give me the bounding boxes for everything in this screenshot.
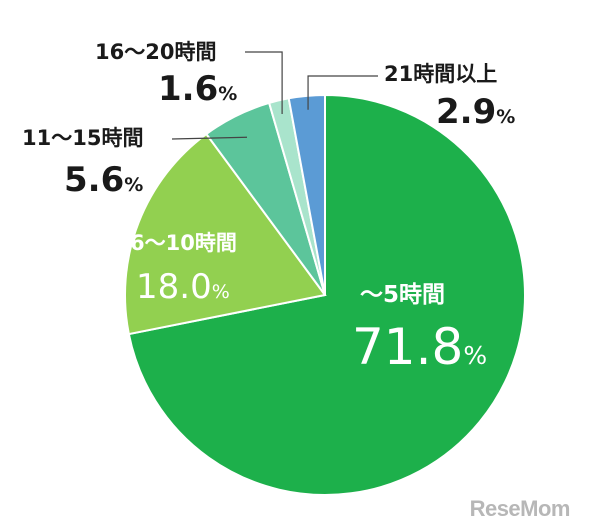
label-11-15-value: 5.6% [64, 160, 144, 200]
slice-21-plus [287, 93, 326, 296]
slice-6-10 [124, 132, 327, 336]
slice-under-5 [127, 93, 526, 496]
leader-line-16-20 [245, 51, 283, 115]
leader-line-21plus [307, 75, 378, 110]
label-21plus-value: 2.9% [436, 92, 516, 132]
label-under5-value: 71.8% [352, 318, 488, 376]
label-11-15-category: 11～15時間 [22, 126, 144, 150]
resemom-logo: ReseMom [469, 496, 571, 521]
leader-lines [171, 51, 378, 140]
label-16-20-category: 16～20時間 [95, 40, 217, 64]
label-6-10-category: 6～10時間 [130, 231, 237, 255]
label-16-20-value: 1.6% [158, 69, 238, 109]
label-21plus-category: 21時間以上 [384, 62, 498, 86]
label-under5-category: ～5時間 [360, 282, 446, 308]
label-6-10-value: 18.0% [136, 267, 230, 307]
leader-line-11-15 [171, 136, 248, 140]
pie-slices [124, 93, 526, 496]
